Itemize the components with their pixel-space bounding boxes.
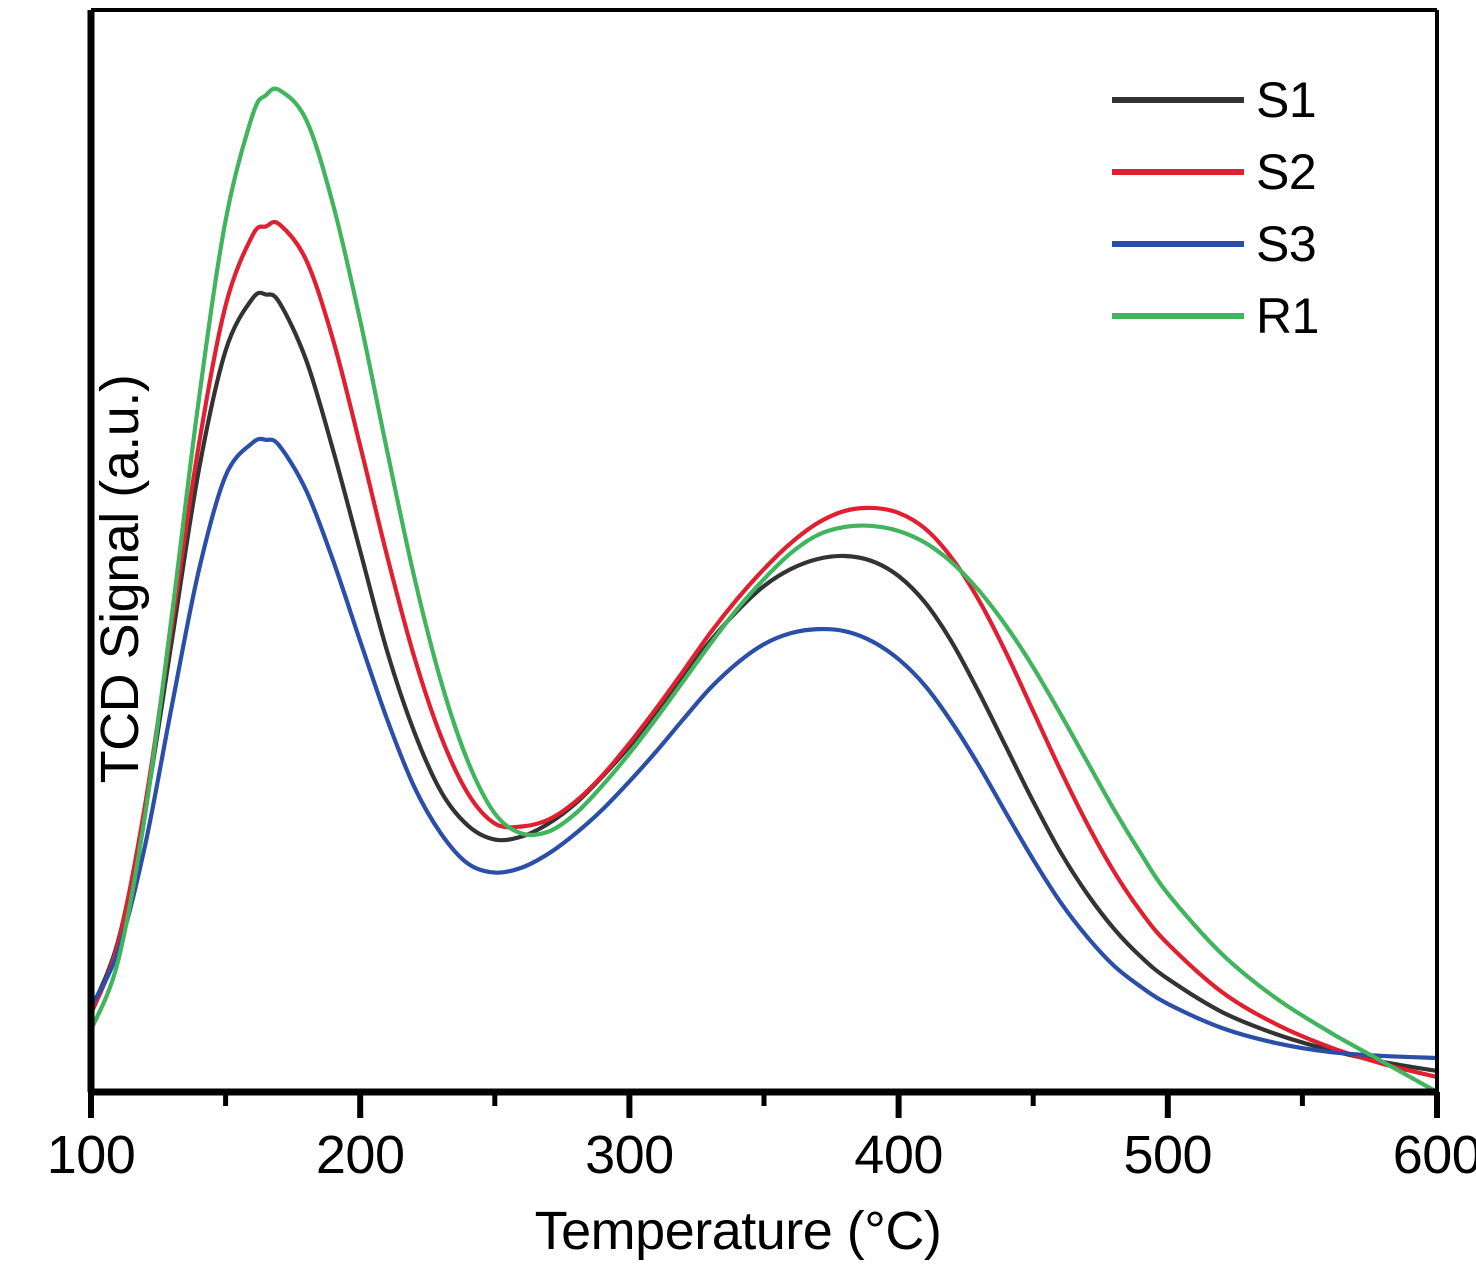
x-axis-label: Temperature (°C)	[534, 1201, 942, 1261]
legend-swatches	[1112, 97, 1244, 319]
legend-label-s3: S3	[1256, 216, 1317, 272]
y-axis-label: TCD Signal (a.u.)	[90, 374, 150, 784]
curve-r1	[88, 86, 1440, 1095]
x-tick-label-600: 600	[1392, 1125, 1476, 1185]
x-tick-label-500: 500	[1123, 1125, 1213, 1185]
legend-label-r1: R1	[1256, 288, 1319, 344]
x-tick-label-300: 300	[585, 1125, 674, 1185]
curve-s3	[88, 436, 1440, 1061]
x-tick-label-400: 400	[854, 1125, 943, 1185]
x-tick-label-200: 200	[315, 1125, 405, 1185]
legend-label-s2: S2	[1256, 144, 1317, 200]
legend-label-s1: S1	[1256, 72, 1317, 128]
x-axis-ticks	[88, 1092, 1440, 1118]
curve-s2	[88, 219, 1440, 1080]
x-tick-label-100: 100	[46, 1125, 136, 1185]
curve-s1	[88, 290, 1440, 1074]
curves-group	[88, 86, 1440, 1095]
